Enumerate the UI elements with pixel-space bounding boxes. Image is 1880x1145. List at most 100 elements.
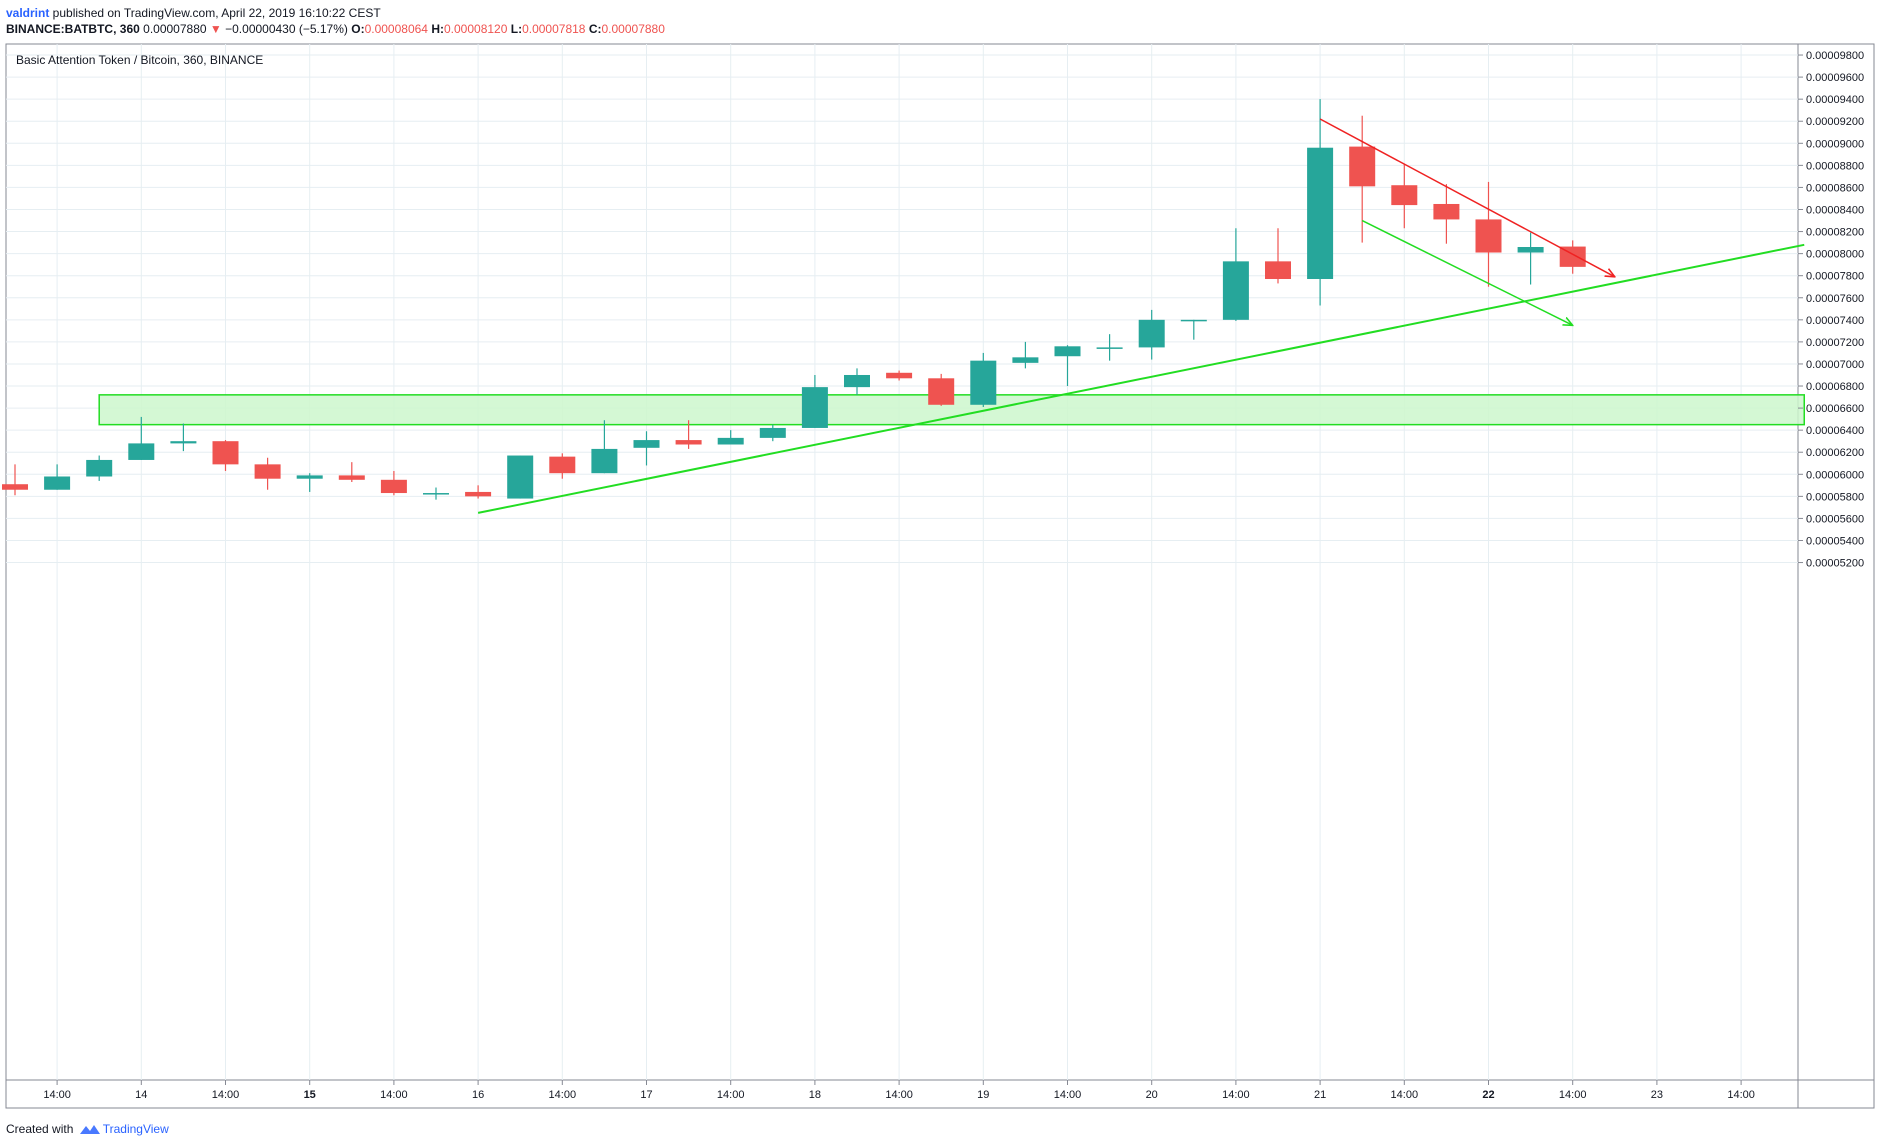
candle-down <box>380 479 407 494</box>
price-tick-label: 0.00009200 <box>1806 116 1864 128</box>
candle-down <box>886 372 913 379</box>
candle-down <box>465 491 492 497</box>
price-tick-label: 0.00007000 <box>1806 359 1864 371</box>
time-tick-label: 20 <box>1146 1089 1158 1101</box>
time-axis[interactable]: 14:00 14 14:00 15 14:00 16 14:00 17 14:00 18 14:00… <box>43 1080 1755 1101</box>
time-tick-label: 14:00 <box>212 1089 240 1101</box>
price-tick-label: 0.00005400 <box>1806 535 1864 547</box>
time-tick-label: 18 <box>809 1089 821 1101</box>
price-tick-label: 0.00009800 <box>1806 50 1864 62</box>
time-tick-label: 17 <box>640 1089 652 1101</box>
time-tick-label: 14 <box>135 1089 147 1101</box>
time-tick-label: 21 <box>1314 1089 1326 1101</box>
price-tick-label: 0.00009600 <box>1806 72 1864 84</box>
candle-up <box>1222 261 1249 320</box>
candle-up <box>717 437 744 445</box>
projection-arrow <box>1361 219 1573 326</box>
candle-down <box>549 456 576 474</box>
price-tick-label: 0.00007400 <box>1806 315 1864 327</box>
candle-up <box>970 360 997 405</box>
tradingview-link[interactable]: TradingView <box>102 1122 169 1136</box>
candle-down <box>212 441 239 465</box>
price-change: −0.00000430 (−5.17%) <box>225 22 348 36</box>
price-tick-label: 0.00009400 <box>1806 94 1864 106</box>
low-label: L: <box>510 22 523 36</box>
candle-up <box>1012 357 1039 363</box>
low-value: 0.00007818 <box>522 22 586 36</box>
publish-info: valdrint published on TradingView.com, A… <box>6 5 381 21</box>
time-tick-label: 14:00 <box>1391 1089 1419 1101</box>
candle-up <box>423 493 449 495</box>
tradingview-logo-icon <box>79 1125 100 1134</box>
open-value: 0.00008064 <box>364 22 428 36</box>
candle-up <box>801 387 828 428</box>
last-price: 0.00007880 <box>143 22 207 36</box>
time-tick-label: 22 <box>1482 1089 1494 1101</box>
candle-down <box>1475 219 1502 253</box>
price-tick-label: 0.00006400 <box>1806 425 1864 437</box>
candle-down <box>254 464 281 479</box>
candle-up <box>633 440 660 448</box>
candle-down <box>928 378 955 405</box>
candle-down <box>675 440 702 445</box>
publish-text: published on TradingView.com, April 22, … <box>49 6 381 20</box>
candle-down <box>1391 185 1418 206</box>
time-tick-label: 23 <box>1651 1089 1663 1101</box>
price-tick-label: 0.00009000 <box>1806 138 1864 150</box>
price-tick-label: 0.00008200 <box>1806 227 1864 239</box>
time-tick-label: 14:00 <box>380 1089 408 1101</box>
candle-down <box>1265 261 1291 280</box>
time-tick-label: 16 <box>472 1089 484 1101</box>
candle-up <box>507 455 534 499</box>
time-tick-label: 14:00 <box>1559 1089 1587 1101</box>
close-value: 0.00007880 <box>601 22 665 36</box>
candlestick-series <box>2 99 1586 500</box>
candle-up <box>1054 346 1081 357</box>
candle-down <box>1349 146 1376 187</box>
grid-lines <box>6 44 1798 1080</box>
candle-up <box>759 427 786 438</box>
time-tick-label: 14:00 <box>549 1089 577 1101</box>
candle-up <box>844 374 870 388</box>
price-tick-label: 0.00005800 <box>1806 491 1864 503</box>
high-value: 0.00008120 <box>444 22 508 36</box>
price-tick-label: 0.00006200 <box>1806 447 1864 459</box>
open-label: O: <box>351 22 365 36</box>
price-tick-label: 0.00007200 <box>1806 337 1864 349</box>
price-tick-label: 0.00008000 <box>1806 249 1864 261</box>
author-link[interactable]: valdrint <box>6 6 50 20</box>
symbol-label: BINANCE:BATBTC, 360 <box>6 22 140 36</box>
footer-credit: Created with TradingView <box>6 1121 169 1137</box>
created-with-text: Created with <box>6 1122 74 1136</box>
time-tick-label: 19 <box>977 1089 989 1101</box>
candle-up <box>591 448 618 474</box>
price-tick-label: 0.00006600 <box>1806 403 1864 415</box>
chart-title: Basic Attention Token / Bitcoin, 360, BI… <box>16 53 263 67</box>
down-arrow-icon: ▼ <box>209 22 222 36</box>
time-tick-label: 14:00 <box>43 1089 71 1101</box>
high-label: H: <box>431 22 444 36</box>
price-axis[interactable]: 0.00005200 0.00005400 0.00005600 0.00005800… <box>1798 50 1864 570</box>
candle-up <box>1180 319 1207 322</box>
candle-up <box>1096 347 1123 349</box>
candle-down <box>338 475 365 480</box>
candle-down <box>2 484 28 490</box>
candle-up <box>1517 247 1544 253</box>
price-tick-label: 0.00007800 <box>1806 271 1864 283</box>
price-tick-label: 0.00005600 <box>1806 513 1864 525</box>
descending-resistance-arrow <box>1319 118 1615 277</box>
candle-up <box>170 441 197 444</box>
ascending-support-line <box>477 243 1805 514</box>
time-tick-label: 14:00 <box>1222 1089 1250 1101</box>
candle-up <box>44 476 71 490</box>
time-tick-label: 15 <box>304 1089 316 1101</box>
close-label: C: <box>588 22 602 36</box>
time-tick-label: 14:00 <box>885 1089 913 1101</box>
price-tick-label: 0.00006000 <box>1806 469 1864 481</box>
price-tick-label: 0.00008400 <box>1806 204 1864 216</box>
candle-up <box>1138 319 1165 348</box>
candle-down <box>1433 203 1460 220</box>
trend-drawings[interactable] <box>477 118 1805 514</box>
candle-up <box>1307 147 1334 280</box>
